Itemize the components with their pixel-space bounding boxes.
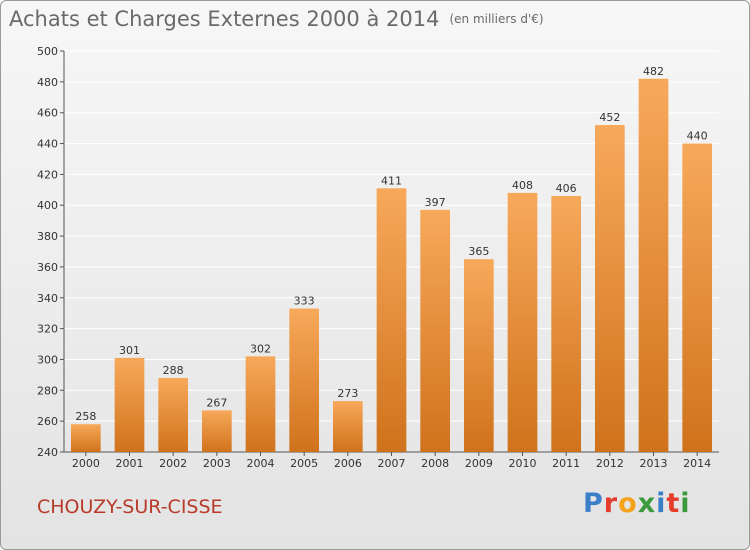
value-label: 406 xyxy=(556,182,577,195)
value-label: 411 xyxy=(381,174,402,187)
logo-letter: r xyxy=(603,488,619,519)
value-label: 333 xyxy=(294,295,315,308)
value-label: 440 xyxy=(687,130,708,143)
x-tick-label: 2005 xyxy=(290,457,318,470)
value-label: 302 xyxy=(250,342,271,355)
value-label: 288 xyxy=(163,364,184,377)
y-tick-label: 260 xyxy=(37,415,58,428)
value-label: 258 xyxy=(75,410,96,423)
logo-letter: t xyxy=(666,488,681,519)
x-tick-label: 2011 xyxy=(552,457,580,470)
x-tick-label: 2004 xyxy=(247,457,275,470)
y-tick-label: 400 xyxy=(37,199,58,212)
y-tick-label: 500 xyxy=(37,45,58,58)
bar-2001 xyxy=(114,357,145,452)
bar-2010 xyxy=(507,192,538,452)
bar-2002 xyxy=(158,377,189,452)
y-tick-label: 340 xyxy=(37,292,58,305)
bar-2007 xyxy=(376,188,407,452)
bar-2000 xyxy=(70,424,101,452)
y-tick-label: 240 xyxy=(37,446,58,459)
value-label: 365 xyxy=(468,245,489,258)
bar-2013 xyxy=(638,78,669,452)
x-tick-label: 2014 xyxy=(683,457,711,470)
bar-2003 xyxy=(201,410,232,452)
bar-2004 xyxy=(245,356,276,452)
chart-unit: (en milliers d'€) xyxy=(449,12,544,26)
x-tick-label: 2006 xyxy=(334,457,362,470)
value-label: 408 xyxy=(512,179,533,192)
y-tick-label: 480 xyxy=(37,76,58,89)
x-tick-label: 2000 xyxy=(72,457,100,470)
value-label: 397 xyxy=(425,196,446,209)
x-tick-label: 2010 xyxy=(509,457,537,470)
chart-title: Achats et Charges Externes 2000 à 2014 (e… xyxy=(9,7,544,31)
bar-2009 xyxy=(463,259,494,452)
y-tick-label: 280 xyxy=(37,384,58,397)
logo-letter: i xyxy=(680,488,691,519)
x-tick-label: 2013 xyxy=(640,457,668,470)
y-tick-label: 380 xyxy=(37,230,58,243)
x-tick-label: 2001 xyxy=(116,457,144,470)
logo-letter: P xyxy=(583,488,604,519)
x-tick-label: 2012 xyxy=(596,457,624,470)
y-tick-label: 360 xyxy=(37,261,58,274)
x-tick-label: 2007 xyxy=(378,457,406,470)
logo-letter: i xyxy=(656,488,667,519)
commune-name: CHOUZY-SUR-CISSE xyxy=(37,496,223,518)
logo-letter: o xyxy=(618,488,638,519)
y-tick-label: 440 xyxy=(37,138,58,151)
y-tick-label: 320 xyxy=(37,323,58,336)
proxiti-logo: Proxiti xyxy=(583,488,691,519)
bar-2014 xyxy=(682,143,713,453)
value-label: 482 xyxy=(643,65,664,78)
value-label: 452 xyxy=(599,111,620,124)
x-tick-label: 2002 xyxy=(159,457,187,470)
bar-2012 xyxy=(594,125,625,453)
bar-2011 xyxy=(551,195,582,452)
value-label: 267 xyxy=(206,396,227,409)
chart-title-text: Achats et Charges Externes 2000 à 2014 xyxy=(9,7,440,31)
x-tick-label: 2003 xyxy=(203,457,231,470)
value-label: 273 xyxy=(337,387,358,400)
y-tick-label: 300 xyxy=(37,353,58,366)
bar-2005 xyxy=(289,308,320,452)
logo-letter: x xyxy=(637,488,657,519)
x-tick-label: 2009 xyxy=(465,457,493,470)
bar-2008 xyxy=(420,209,451,452)
value-label: 301 xyxy=(119,344,140,357)
bar-2006 xyxy=(332,401,363,452)
y-tick-label: 460 xyxy=(37,107,58,120)
x-tick-label: 2008 xyxy=(421,457,449,470)
y-tick-label: 420 xyxy=(37,168,58,181)
